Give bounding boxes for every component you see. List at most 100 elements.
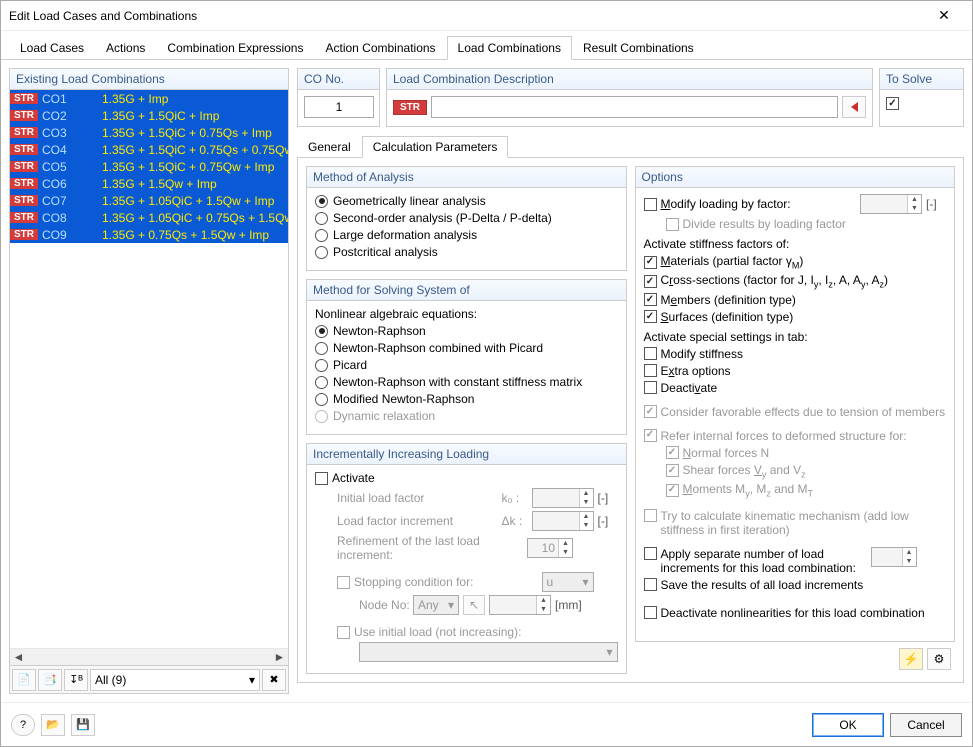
new-icon[interactable]: 📄 (12, 669, 36, 691)
incremental-title: Incrementally Increasing Loading (307, 444, 626, 465)
tab-result-combinations[interactable]: Result Combinations (572, 36, 705, 60)
str-tag: STR (10, 144, 38, 155)
crosssections-label: Cross-sections (factor for J, Iy, Iz, A,… (661, 273, 947, 289)
separate-check[interactable] (644, 547, 657, 560)
radio-solve-2[interactable] (315, 359, 328, 372)
separate-spin[interactable]: ▲▼ (871, 547, 917, 567)
method-solve-subtitle: Nonlinear algebraic equations: (315, 307, 618, 321)
radio-solve-1[interactable] (315, 342, 328, 355)
shear-check (666, 464, 679, 477)
save-icon[interactable]: 💾 (71, 714, 95, 736)
co-no-input[interactable] (304, 96, 374, 118)
help-icon[interactable]: ? (11, 714, 35, 736)
co-desc: 1.35G + 1.05QiC + 1.5Qw + Imp (98, 194, 288, 208)
radio-solve-3[interactable] (315, 376, 328, 389)
radio-analysis-1[interactable] (315, 212, 328, 225)
deactivate-check[interactable] (644, 381, 657, 394)
table-row[interactable]: STRCO31.35G + 1.5QiC + 0.75Qs + Imp (10, 124, 288, 141)
extra-options-check[interactable] (644, 364, 657, 377)
normal-check (666, 446, 679, 459)
scroll-left-icon[interactable]: ◄ (10, 649, 27, 666)
radio-analysis-2[interactable] (315, 229, 328, 242)
materials-label: Materials (partial factor γM) (661, 254, 947, 270)
str-tag: STR (10, 110, 38, 121)
refine-label: Refinement of the last load increment: (337, 534, 497, 562)
settings-icon[interactable]: ⚙ (927, 648, 951, 670)
sort-icon[interactable]: ↧ᴮ (64, 669, 88, 691)
open-icon[interactable]: 📂 (41, 714, 65, 736)
str-tag: STR (10, 229, 38, 240)
subtab-general[interactable]: General (297, 136, 362, 158)
table-row[interactable]: STRCO91.35G + 0.75Qs + 1.5Qw + Imp (10, 226, 288, 243)
modify-loading-check[interactable] (644, 198, 657, 211)
radio-analysis-3[interactable] (315, 246, 328, 259)
subtab-calculation-parameters[interactable]: Calculation Parameters (362, 136, 509, 158)
radio-analysis-0[interactable] (315, 195, 328, 208)
materials-check[interactable] (644, 256, 657, 269)
window-title: Edit Load Cases and Combinations (9, 9, 924, 23)
radio-analysis-label-3: Postcritical analysis (333, 245, 618, 259)
incremental-group: Incrementally Increasing Loading Activat… (306, 443, 627, 674)
refine-spin[interactable]: ▲▼ (527, 538, 573, 558)
table-row[interactable]: STRCO71.35G + 1.05QiC + 1.5Qw + Imp (10, 192, 288, 209)
table-row[interactable]: STRCO51.35G + 1.5QiC + 0.75Qw + Imp (10, 158, 288, 175)
delete-icon[interactable]: ✖ (262, 669, 286, 691)
modify-loading-spin[interactable]: ▲▼ (860, 194, 922, 214)
co-no-label: CO No. (298, 69, 379, 90)
cancel-button[interactable]: Cancel (890, 713, 962, 737)
lc-desc-box: Load Combination Description STR (386, 68, 873, 127)
surfaces-check[interactable] (644, 310, 657, 323)
activate-check[interactable] (315, 472, 328, 485)
initial-load-spin[interactable]: ▲▼ (532, 488, 594, 508)
copy-icon[interactable]: 📑 (38, 669, 62, 691)
initial-load-sym: k₀ : (502, 491, 532, 505)
table-row[interactable]: STRCO81.35G + 1.05QiC + 0.75Qs + 1.5Qw + (10, 209, 288, 226)
deactivate-nl-check[interactable] (644, 606, 657, 619)
modify-stiffness-check[interactable] (644, 347, 657, 360)
str-tag: STR (10, 178, 38, 189)
activate-label: Activate (332, 471, 618, 485)
radio-solve-4[interactable] (315, 393, 328, 406)
shear-label: Shear forces Vy and Vz (683, 463, 947, 479)
titlebar: Edit Load Cases and Combinations ✕ (1, 1, 972, 31)
table-row[interactable]: STRCO11.35G + Imp (10, 90, 288, 107)
co-desc: 1.35G + Imp (98, 92, 288, 106)
moments-label: Moments My, Mz and MT (683, 482, 947, 498)
nodeno-spin: ▲▼ (489, 595, 551, 615)
save-results-check[interactable] (644, 578, 657, 591)
tab-action-combinations[interactable]: Action Combinations (314, 36, 446, 60)
tab-load-cases[interactable]: Load Cases (9, 36, 95, 60)
close-icon[interactable]: ✕ (924, 7, 964, 24)
lightning-icon[interactable]: ⚡ (899, 648, 923, 670)
initial-load-label: Initial load factor (337, 491, 502, 505)
radio-solve-0[interactable] (315, 325, 328, 338)
activate-stiff-label: Activate stiffness factors of: (644, 237, 947, 251)
to-solve-check[interactable] (886, 97, 899, 110)
tab-combination-expressions[interactable]: Combination Expressions (156, 36, 314, 60)
co-desc: 1.35G + 1.5QiC + 0.75Qs + Imp (98, 126, 288, 140)
crosssections-check[interactable] (644, 275, 657, 288)
sub-tabs: GeneralCalculation Parameters (297, 135, 964, 158)
scroll-right-icon[interactable]: ► (271, 649, 288, 666)
co-id: CO6 (38, 177, 98, 191)
consider-check (644, 405, 657, 418)
table-row[interactable]: STRCO41.35G + 1.5QiC + 0.75Qs + 0.75Qw + (10, 141, 288, 158)
increment-spin[interactable]: ▲▼ (532, 511, 594, 531)
tab-actions[interactable]: Actions (95, 36, 156, 60)
options-title: Options (636, 167, 955, 188)
lc-desc-input[interactable] (431, 96, 838, 118)
hscrollbar[interactable]: ◄ ► (10, 648, 288, 665)
desc-picker-icon[interactable] (842, 96, 866, 118)
filter-label: All (9) (95, 673, 126, 687)
table-row[interactable]: STRCO61.35G + 1.5Qw + Imp (10, 175, 288, 192)
existing-combos-panel: Existing Load Combinations STRCO11.35G +… (9, 68, 289, 694)
members-check[interactable] (644, 293, 657, 306)
combo-list[interactable]: STRCO11.35G + ImpSTRCO21.35G + 1.5QiC + … (10, 90, 288, 369)
tab-load-combinations[interactable]: Load Combinations (447, 36, 572, 60)
str-tag: STR (10, 195, 38, 206)
ok-button[interactable]: OK (812, 713, 884, 737)
filter-select[interactable]: All (9)▾ (90, 669, 260, 691)
save-results-label: Save the results of all load increments (661, 578, 947, 592)
table-row[interactable]: STRCO21.35G + 1.5QiC + Imp (10, 107, 288, 124)
co-desc: 1.35G + 1.5QiC + 0.75Qs + 0.75Qw + (98, 143, 288, 157)
